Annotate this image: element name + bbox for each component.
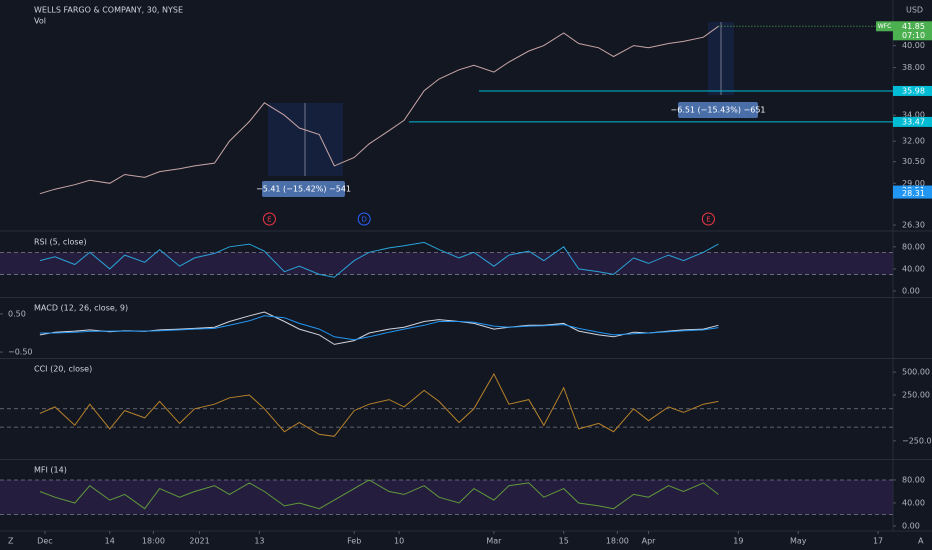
price-tag: 33.47 xyxy=(902,117,925,126)
pane-title: RSI (5, close) xyxy=(34,238,87,247)
x-tick-label: Feb xyxy=(347,537,361,546)
level-band xyxy=(0,252,893,275)
x-tick-label: Dec xyxy=(37,537,52,546)
last-price: 41.85 xyxy=(902,22,925,31)
currency: USD xyxy=(906,6,923,15)
event-label: D xyxy=(361,216,366,224)
symbol-title: WELLS FARGO & COMPANY, 30, NYSE xyxy=(34,6,183,15)
pane-title: MACD (12, 26, close, 9) xyxy=(34,304,128,313)
x-tick-label: 18:00 xyxy=(606,537,629,546)
measure-label: −6.51 (−15.43%) −651 xyxy=(670,106,765,115)
y-tick-label: 32.00 xyxy=(902,137,925,146)
symbol-label: WFC xyxy=(878,23,892,30)
event-label: E xyxy=(267,216,271,224)
measure-range xyxy=(268,103,343,176)
x-tick-label: 19 xyxy=(733,537,743,546)
y-tick-label: 0.50 xyxy=(8,309,26,318)
x-tick-label: 18:00 xyxy=(142,537,165,546)
y-tick-label: 0.00 xyxy=(902,287,920,296)
y-tick-label: 30.50 xyxy=(902,157,925,166)
price-tag: 35.98 xyxy=(902,86,925,95)
y-tick-label: −250.00 xyxy=(902,436,932,445)
last-price-box xyxy=(893,21,932,41)
zoom-button[interactable]: Z xyxy=(8,537,14,546)
y-tick-label: 80.00 xyxy=(902,242,925,251)
measure-label-box xyxy=(262,181,345,197)
auto-button[interactable]: A xyxy=(918,537,924,546)
price-tag-box xyxy=(893,116,932,127)
measure-label-box xyxy=(678,102,758,118)
price-tag-box xyxy=(893,85,932,96)
series-line xyxy=(39,241,719,278)
x-tick-label: 14 xyxy=(105,537,115,546)
pane-title: CCI (20, close) xyxy=(34,365,92,374)
y-tick-label: 40.00 xyxy=(902,41,925,50)
y-tick-label: 29.00 xyxy=(902,179,925,188)
pane-title: MFI (14) xyxy=(34,466,67,475)
event-marker xyxy=(357,212,371,226)
y-tick-label: 40.00 xyxy=(902,264,925,273)
y-tick-label: −0.50 xyxy=(8,348,33,357)
y-tick-label: 0.00 xyxy=(902,521,920,530)
y-tick-label: 34.00 xyxy=(902,111,925,120)
y-tick-label: 80.00 xyxy=(902,475,925,484)
level-band xyxy=(0,479,893,515)
event-label: E xyxy=(706,216,710,224)
x-tick-label: Apr xyxy=(642,537,657,546)
x-tick-label: 10 xyxy=(394,537,404,546)
price-tag-box xyxy=(893,188,932,199)
series-line xyxy=(39,315,719,341)
y-tick-label: 500.00 xyxy=(902,368,930,377)
y-tick-label: 250.00 xyxy=(902,391,930,400)
event-marker xyxy=(701,212,715,226)
volume-label: Vol xyxy=(34,17,46,26)
y-tick-label: 40.00 xyxy=(902,498,925,507)
countdown: 07:10 xyxy=(902,31,925,40)
event-marker xyxy=(262,212,276,226)
symbol-box xyxy=(876,21,893,32)
x-tick-label: Mar xyxy=(486,537,502,546)
measure-label: −5.41 (−15.42%) −541 xyxy=(256,185,351,194)
x-tick-label: 17 xyxy=(873,537,883,546)
series-line xyxy=(39,372,719,437)
x-tick-label: 13 xyxy=(254,537,264,546)
price-line xyxy=(39,25,719,195)
y-tick-label: 38.00 xyxy=(902,63,925,72)
x-tick-label: 2021 xyxy=(189,537,209,546)
x-tick-label: 15 xyxy=(559,537,569,546)
price-tag: 28.31 xyxy=(902,189,925,198)
series-line xyxy=(39,479,719,510)
y-tick-label: 26.30 xyxy=(902,221,925,230)
x-tick-label: May xyxy=(790,537,807,546)
